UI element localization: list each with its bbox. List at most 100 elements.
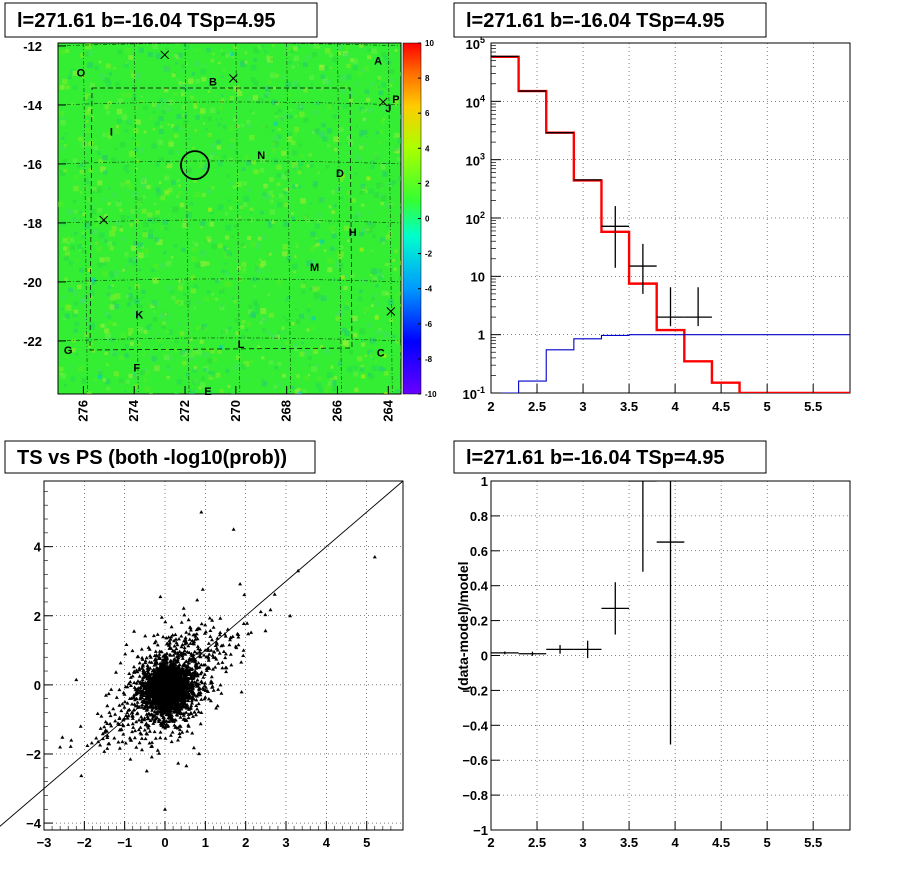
heat-cell <box>100 166 106 172</box>
residual-y-tick-label: 0 <box>481 649 488 664</box>
heat-cell <box>279 116 284 121</box>
heat-cell <box>294 126 299 132</box>
scatter-x-ticks: −3 −2 −1 0 1 2 3 4 5 <box>37 821 392 850</box>
scatter-point <box>127 671 132 675</box>
heat-cell <box>59 170 66 176</box>
heat-cell <box>137 252 144 259</box>
heat-cell <box>182 44 185 47</box>
residual-y-ticks: 10.80.60.40.20−0.2−0.4−0.6−0.8−1 <box>462 474 500 838</box>
heat-cell <box>148 323 152 327</box>
heat-cell <box>317 46 320 49</box>
heat-cell <box>236 215 242 221</box>
scatter-point <box>154 659 159 663</box>
heat-cell <box>317 171 320 174</box>
heat-cell <box>310 231 316 237</box>
scatter-point <box>143 675 148 679</box>
heat-cell <box>64 132 67 135</box>
heat-cell <box>211 297 215 300</box>
heat-cell <box>309 287 313 291</box>
heat-cell <box>73 328 78 333</box>
scatter-outlier-point <box>163 807 167 811</box>
palette-tick-label: 4 <box>425 144 430 153</box>
heat-cell <box>336 311 341 317</box>
heat-cell <box>158 116 164 122</box>
scatter-point <box>196 701 201 706</box>
heat-cell-hot <box>340 173 345 178</box>
heat-cell <box>398 114 401 120</box>
heat-cell <box>165 260 172 267</box>
heat-cell <box>60 139 63 143</box>
heat-cell <box>313 292 320 299</box>
heat-cell <box>389 184 392 187</box>
heat-cell <box>341 88 346 94</box>
scatter-point <box>209 674 214 679</box>
spectrum-panel: l=271.61 b=-16.04 TSp=4.95 2 2.5 3 3.5 4 4.5 5… <box>453 2 851 414</box>
heat-cell <box>378 327 382 332</box>
heat-cell <box>175 62 178 65</box>
scatter-point <box>162 653 167 657</box>
heat-cell <box>331 230 336 234</box>
heat-cell <box>350 232 355 237</box>
scatter-point <box>186 660 191 665</box>
scatter-point <box>136 679 140 683</box>
scatter-point <box>192 710 197 714</box>
scatter-point <box>156 683 160 687</box>
heat-cell <box>379 237 386 243</box>
heat-cell <box>221 75 224 78</box>
scatter-point <box>183 698 188 702</box>
heat-cell <box>273 385 278 389</box>
heat-cell <box>79 163 84 167</box>
heat-cell <box>239 205 244 210</box>
heat-cell <box>303 88 308 93</box>
scatter-point <box>168 714 173 718</box>
heat-cell <box>277 202 283 208</box>
heat-cell <box>352 315 358 322</box>
heat-cell <box>254 304 260 310</box>
scatter-point <box>191 696 195 701</box>
heat-cell <box>386 225 390 228</box>
heat-cell <box>164 175 170 181</box>
heat-cell <box>152 110 156 114</box>
scatter-point <box>147 729 152 733</box>
scatter-point <box>200 686 205 690</box>
heat-cell <box>141 176 146 182</box>
heat-cell <box>60 372 67 379</box>
scatter-point <box>172 638 177 643</box>
heat-cell <box>275 73 279 78</box>
heat-cell <box>134 146 137 149</box>
heat-cell <box>367 94 370 98</box>
scatter-point <box>149 744 154 748</box>
heat-cell <box>211 293 214 296</box>
heat-cell <box>367 107 373 113</box>
palette-tick-label: -4 <box>425 285 433 294</box>
heat-cell <box>68 287 73 293</box>
scatter-point <box>154 707 159 711</box>
spectrum-title-box <box>453 2 767 38</box>
scatter-point <box>180 699 185 704</box>
heat-cell <box>92 186 97 192</box>
scatter-point <box>161 687 166 691</box>
heat-cell <box>186 207 191 212</box>
heat-cell <box>59 111 65 117</box>
scatter-point <box>123 652 128 656</box>
heat-cell <box>182 92 186 96</box>
scatter-point <box>150 717 155 721</box>
scatter-point <box>178 724 183 728</box>
scatter-point <box>154 657 158 661</box>
scatter-point <box>158 735 163 740</box>
scatter-point <box>58 745 63 749</box>
heat-cell <box>350 217 354 221</box>
scatter-point <box>117 715 122 720</box>
scatter-point <box>160 690 165 694</box>
heat-cell <box>252 314 257 318</box>
heat-cell <box>119 355 125 361</box>
source-label: P <box>392 94 399 106</box>
scatter-outlier-point <box>288 613 293 618</box>
scatter-point <box>173 706 178 711</box>
heat-cell <box>259 167 265 173</box>
map-x-tick-label: 266 <box>329 400 344 422</box>
heat-cell <box>209 155 214 160</box>
heat-cell <box>133 241 139 246</box>
scatter-point <box>143 659 148 663</box>
heat-cell <box>370 249 373 252</box>
